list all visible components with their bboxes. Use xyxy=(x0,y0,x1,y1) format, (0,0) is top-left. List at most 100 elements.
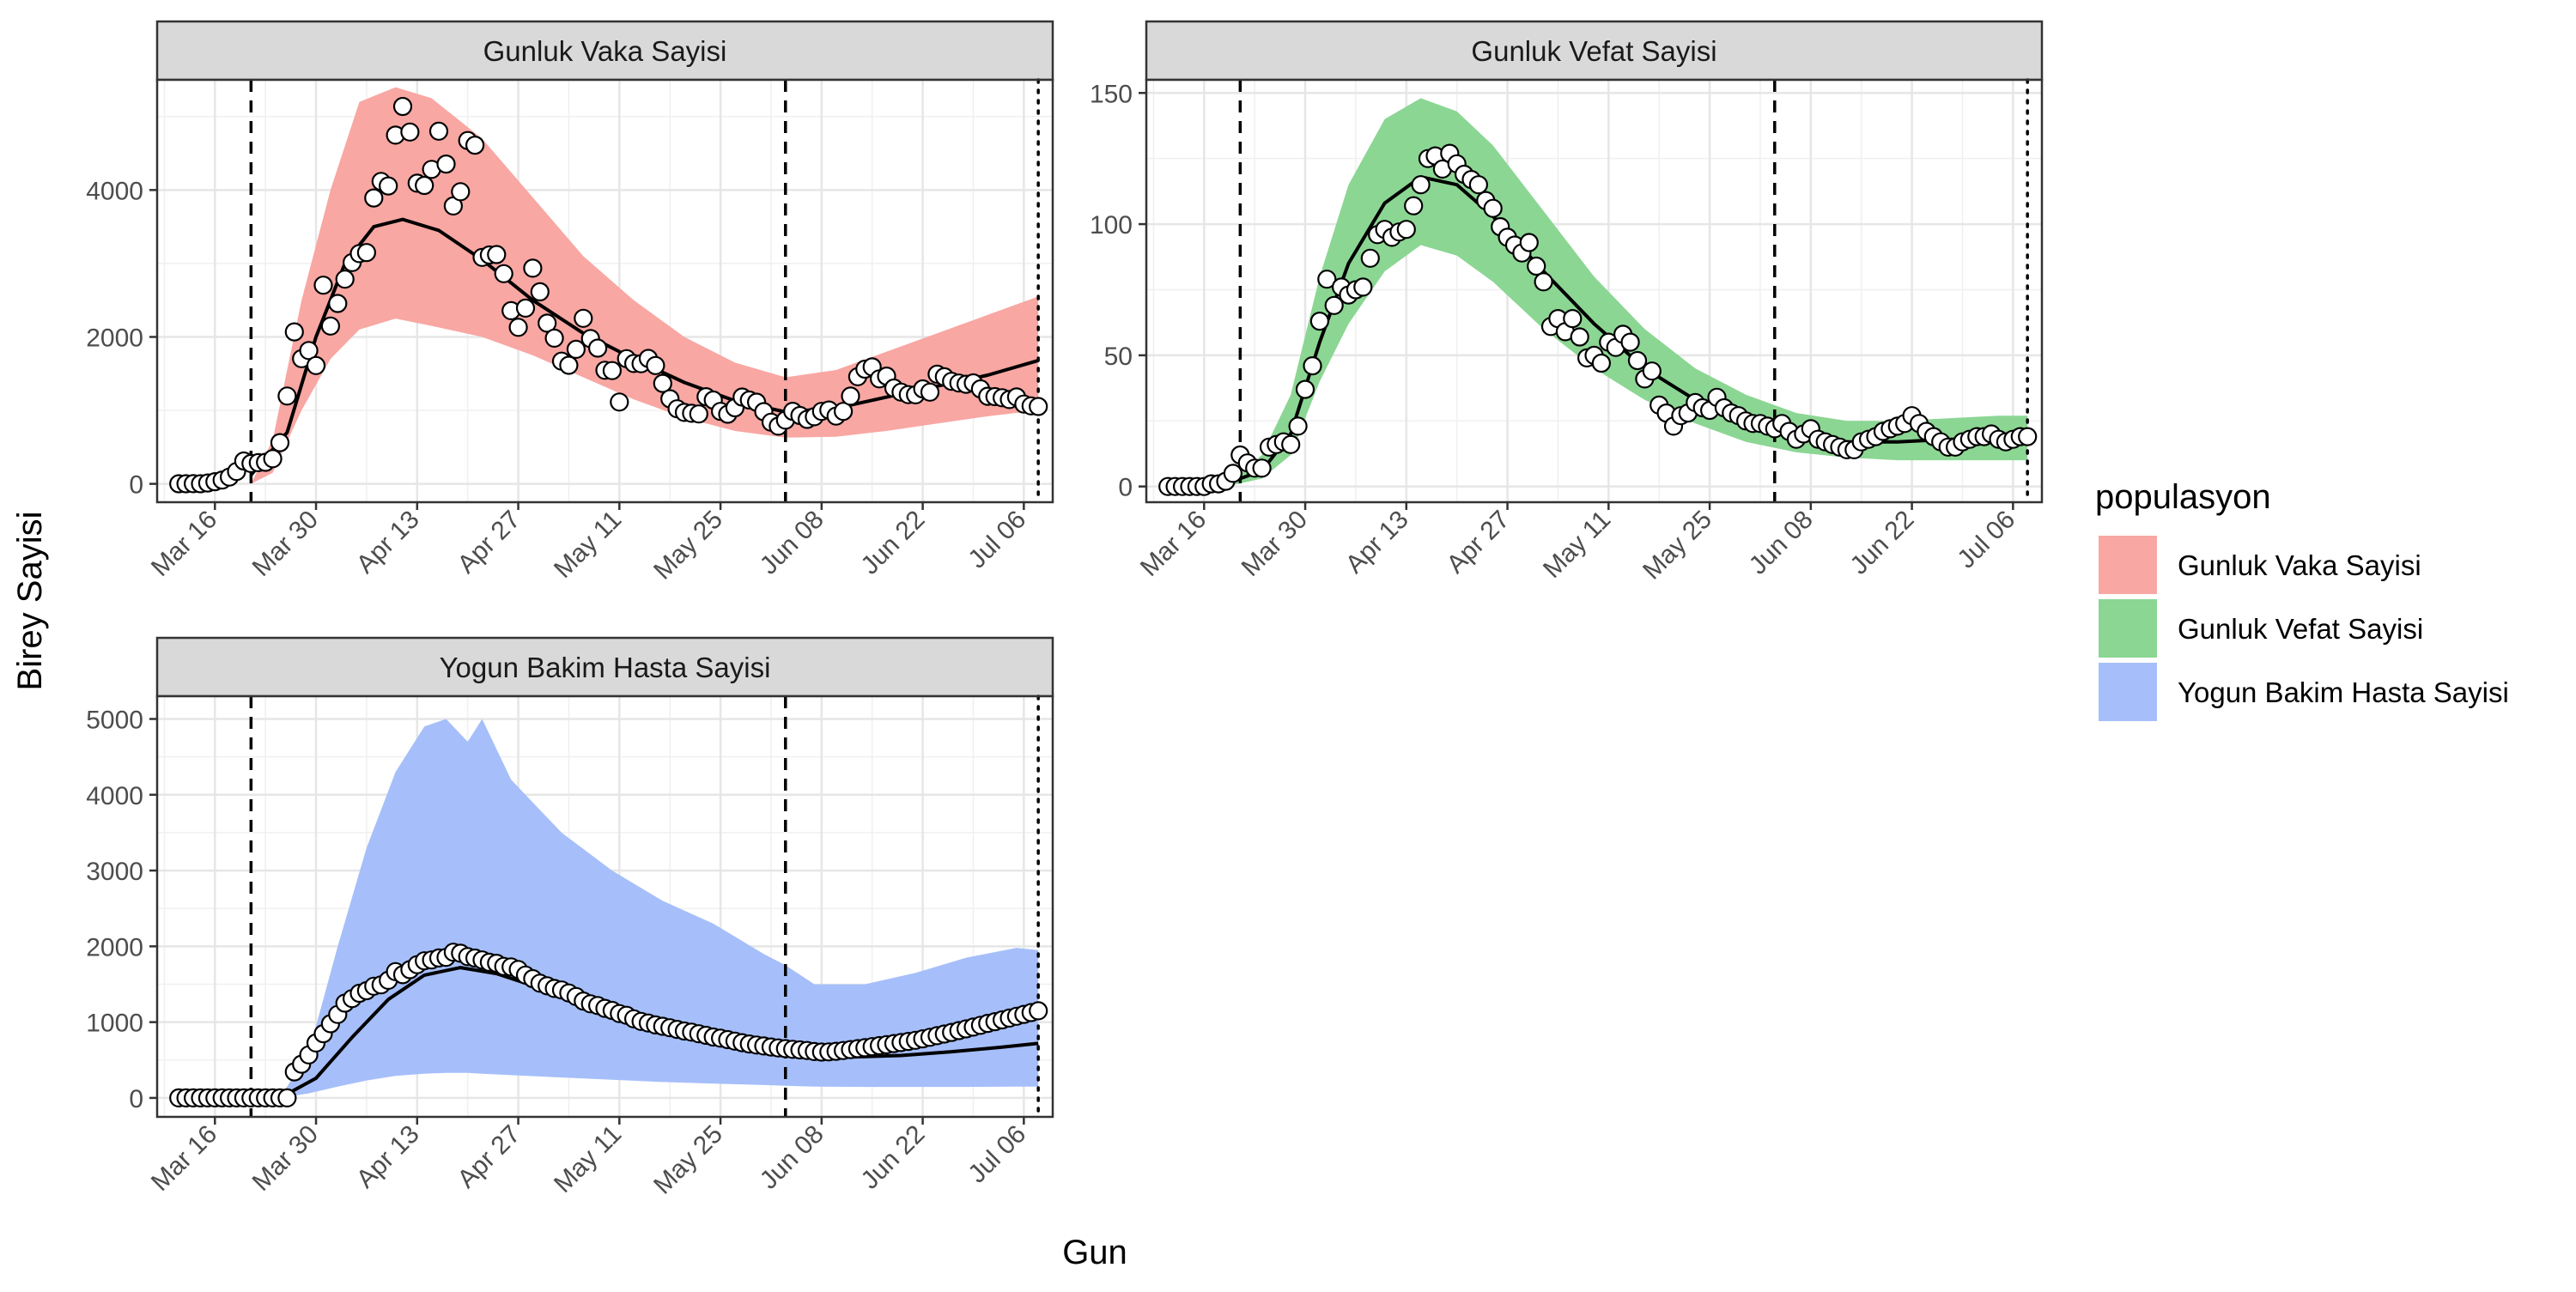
y-tick-label: 150 xyxy=(1090,80,1133,108)
data-point xyxy=(920,382,940,402)
prediction-ribbon xyxy=(251,87,1039,484)
data-point xyxy=(508,318,528,337)
prediction-ribbon xyxy=(1225,98,2028,487)
data-point xyxy=(465,136,485,155)
facet-title: Gunluk Vaka Sayisi xyxy=(483,35,727,67)
facet-panel: Yogun Bakim Hasta Sayisi 0 1000 2000 3000 400… xyxy=(86,636,1054,1200)
data-point xyxy=(1317,270,1337,289)
y-tick-label: 1000 xyxy=(86,1010,143,1038)
data-point xyxy=(1324,295,1344,315)
legend-title: populasyon xyxy=(2095,478,2271,516)
data-point xyxy=(1288,416,1308,436)
prediction-ribbon xyxy=(280,719,1039,1098)
data-point xyxy=(451,182,471,202)
observed-points xyxy=(169,943,1048,1108)
facet-title: Yogun Bakim Hasta Sayisi xyxy=(440,652,771,683)
data-point xyxy=(1252,458,1272,478)
data-point xyxy=(530,282,550,301)
y-tick-label: 4000 xyxy=(86,177,143,205)
data-point xyxy=(1534,272,1553,292)
data-point xyxy=(379,176,398,196)
data-point xyxy=(306,355,326,375)
data-point xyxy=(270,433,290,452)
data-point xyxy=(2018,427,2038,446)
y-tick-label: 2000 xyxy=(86,324,143,352)
data-point xyxy=(320,316,340,336)
legend-key-vefat xyxy=(2099,599,2157,658)
data-point xyxy=(610,392,629,412)
data-point xyxy=(392,96,413,117)
data-point xyxy=(574,308,593,328)
x-axis-label: Gun xyxy=(1062,1234,1127,1271)
data-point xyxy=(284,322,304,342)
data-point xyxy=(1029,1001,1048,1021)
data-point xyxy=(544,328,564,348)
y-tick-label: 0 xyxy=(1118,474,1133,502)
data-point xyxy=(833,402,854,422)
data-point xyxy=(313,276,333,295)
data-point xyxy=(1620,332,1640,352)
y-tick-label: 0 xyxy=(129,1085,143,1113)
data-point xyxy=(1627,350,1648,371)
data-point xyxy=(277,386,297,406)
y-tick-label: 3000 xyxy=(86,858,143,886)
legend-label: Yogun Bakim Hasta Sayisi xyxy=(2178,676,2509,708)
data-point xyxy=(515,298,536,318)
legend-label: Gunluk Vaka Sayisi xyxy=(2178,549,2421,581)
y-tick-label: 4000 xyxy=(86,782,143,810)
data-point xyxy=(1303,356,1322,376)
data-point xyxy=(1642,361,1662,381)
data-point xyxy=(538,313,557,333)
legend-key-yogun xyxy=(2099,663,2157,721)
data-point xyxy=(1360,248,1380,268)
data-point xyxy=(689,404,708,424)
panel-border xyxy=(155,695,1054,1119)
data-point xyxy=(1519,233,1539,252)
data-point xyxy=(653,373,672,393)
data-point xyxy=(487,245,507,264)
data-point xyxy=(415,175,434,196)
data-point xyxy=(646,355,665,375)
legend-entry: Gunluk Vefat Sayisi xyxy=(2099,599,2423,658)
y-tick-label: 2000 xyxy=(86,933,143,961)
facet-strip xyxy=(1145,20,2044,82)
y-tick-label: 50 xyxy=(1104,343,1133,371)
legend-key-vaka xyxy=(2099,536,2157,594)
data-point xyxy=(1404,196,1424,215)
observed-points xyxy=(1158,143,2038,496)
data-point xyxy=(335,270,355,289)
data-point xyxy=(400,122,420,142)
data-point xyxy=(299,341,319,361)
data-point xyxy=(428,121,449,141)
data-point xyxy=(566,339,586,359)
data-point xyxy=(1563,309,1583,329)
data-point xyxy=(1527,256,1546,276)
data-point xyxy=(523,258,543,278)
y-tick-label: 100 xyxy=(1090,211,1133,240)
data-point xyxy=(1309,312,1330,331)
legend: populasyon Gunluk Vaka Sayisi Gunluk Vef… xyxy=(2095,478,2509,721)
facet-strip xyxy=(155,20,1054,82)
panel-border xyxy=(155,78,1054,504)
data-point xyxy=(587,338,608,358)
data-point xyxy=(1411,175,1431,195)
observed-points xyxy=(169,96,1048,494)
data-point xyxy=(1281,434,1301,454)
y-tick-label: 5000 xyxy=(86,706,143,734)
data-point xyxy=(1223,464,1243,483)
data-point xyxy=(356,243,376,263)
y-tick-label: 0 xyxy=(129,471,143,500)
data-point xyxy=(436,155,456,174)
data-point xyxy=(1029,397,1048,416)
data-point xyxy=(602,361,623,380)
data-point xyxy=(1353,277,1373,297)
data-point xyxy=(328,294,348,313)
legend-entry: Yogun Bakim Hasta Sayisi xyxy=(2099,663,2509,721)
data-point xyxy=(559,355,579,375)
legend-label: Gunluk Vefat Sayisi xyxy=(2178,613,2423,645)
data-point xyxy=(1570,327,1589,347)
data-point xyxy=(1468,175,1489,195)
